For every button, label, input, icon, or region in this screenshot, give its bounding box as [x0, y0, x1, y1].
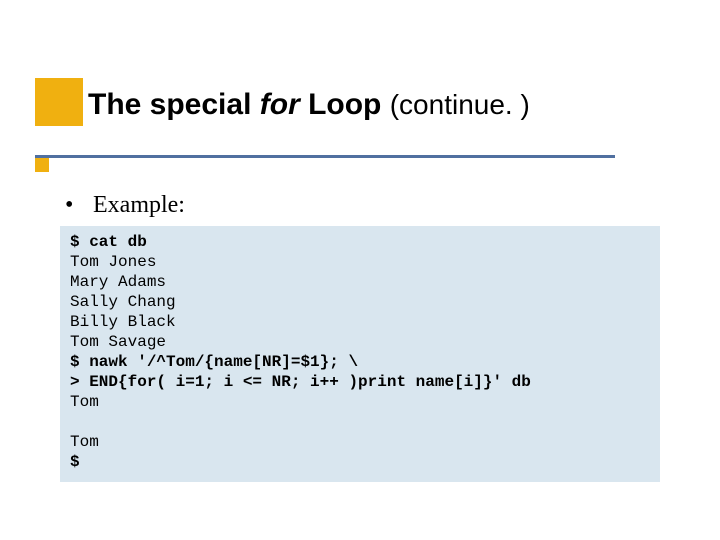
title-continued: (continue. )	[390, 89, 530, 120]
title-part2: Loop	[300, 88, 390, 121]
slide: The special for Loop (continue. ) •Examp…	[0, 0, 720, 540]
slide-title: The special for Loop (continue. )	[88, 88, 530, 122]
code-cmd-nawk-line2: > END{for( i=1; i <= NR; i++ )print name…	[70, 372, 650, 392]
code-blank-line	[70, 412, 650, 432]
code-output-line: Tom	[70, 432, 650, 452]
code-output-line: Tom Jones	[70, 252, 650, 272]
accent-small-square-icon	[35, 158, 49, 172]
accent-square-icon	[35, 78, 83, 126]
title-part1: The special	[88, 88, 260, 121]
code-output-line: Tom	[70, 392, 650, 412]
code-cmd-nawk-line1: $ nawk '/^Tom/{name[NR]=$1}; \	[70, 352, 650, 372]
bullet-text: Example:	[93, 192, 185, 218]
code-output-line: Sally Chang	[70, 292, 650, 312]
bullet-marker: •	[65, 192, 93, 219]
code-output-line: Billy Black	[70, 312, 650, 332]
title-underline	[35, 155, 615, 158]
bullet-example: •Example:	[65, 192, 185, 219]
code-cmd-cat: $ cat db	[70, 232, 650, 252]
code-output-line: Tom Savage	[70, 332, 650, 352]
title-italic: for	[260, 88, 300, 121]
code-block: $ cat db Tom Jones Mary Adams Sally Chan…	[60, 226, 660, 482]
code-output-line: Mary Adams	[70, 272, 650, 292]
code-prompt: $	[70, 452, 650, 472]
